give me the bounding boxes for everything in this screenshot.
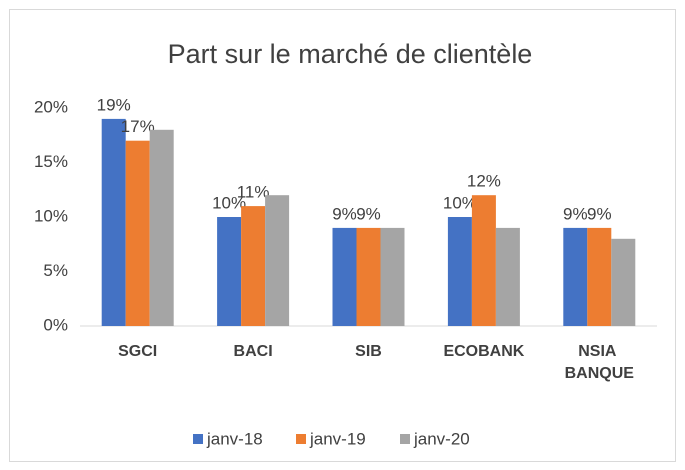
bar [447, 217, 472, 326]
x-tick-label: BACI [234, 343, 273, 360]
y-tick-label: 15% [34, 152, 68, 171]
y-tick-label: 10% [34, 206, 68, 225]
bar [217, 217, 242, 326]
data-label: 10% [443, 193, 477, 212]
bar [356, 227, 381, 326]
data-label: 10% [212, 193, 246, 212]
x-tick-label: NSIA BANQUE [565, 343, 635, 382]
bar [471, 195, 496, 326]
bar [241, 206, 266, 326]
y-tick-label: 20% [34, 97, 68, 116]
x-tick-label: SIB [355, 343, 382, 360]
bar [101, 118, 126, 327]
data-label: 9% [332, 204, 357, 223]
data-label: 9% [356, 204, 381, 223]
bar [563, 227, 588, 326]
legend-label: janv-20 [413, 429, 470, 448]
bar [332, 227, 357, 326]
legend-swatch [296, 434, 306, 444]
bar [149, 129, 174, 326]
legend-swatch [400, 434, 410, 444]
data-label: 9% [587, 204, 612, 223]
y-tick-label: 0% [43, 315, 68, 334]
data-label: 19% [97, 95, 131, 114]
chart-title: Part sur le marché de clientèle [168, 39, 533, 69]
bar [265, 195, 290, 326]
bar [495, 227, 520, 326]
y-tick-label: 5% [43, 261, 68, 280]
x-tick-label: ECOBANK [443, 343, 524, 360]
data-label: 11% [237, 183, 270, 202]
data-label: 12% [467, 172, 501, 191]
bar [125, 140, 150, 326]
legend-label: janv-18 [206, 429, 263, 448]
legend-swatch [193, 434, 203, 444]
bar [611, 238, 636, 326]
legend-label: janv-19 [309, 429, 366, 448]
data-label: 9% [563, 204, 588, 223]
data-label: 17% [121, 117, 155, 136]
bar [587, 227, 612, 326]
bar [380, 227, 405, 326]
x-tick-label: SGCI [118, 343, 157, 360]
